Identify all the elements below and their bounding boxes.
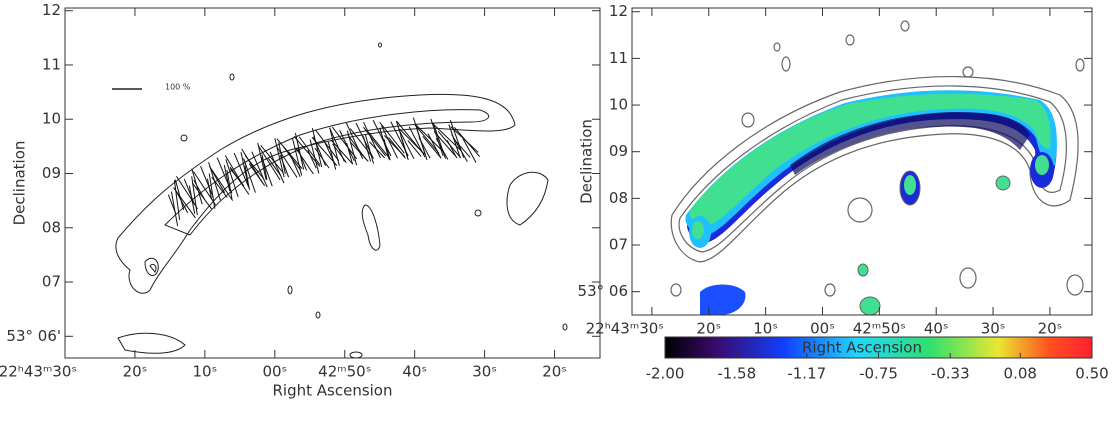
colorbar-tick-label: -1.58	[717, 365, 756, 383]
y-tick-label: 53° 06	[578, 282, 628, 300]
vector	[297, 148, 306, 171]
vector	[363, 127, 385, 156]
colorbar-tick-label: -2.00	[646, 365, 685, 383]
y-tick-label: 11	[42, 55, 61, 73]
y-axis-label: Declination	[11, 141, 29, 226]
colorbar-tick-label: -1.17	[787, 365, 826, 383]
colorbar-tick-label: -0.75	[859, 365, 898, 383]
y-tick-label: 12	[609, 2, 628, 20]
y-tick-label: 08	[609, 189, 628, 207]
y-tick-label: 09	[42, 164, 61, 182]
x-tick-label: 22ʰ43ᵐ30ˢ	[0, 363, 77, 381]
vector	[333, 144, 347, 163]
intensity-map	[671, 21, 1084, 315]
plot-frame	[65, 8, 600, 358]
y-tick-label: 10	[42, 110, 61, 128]
x-tick-label: 20ˢ	[542, 363, 567, 381]
x-axis-label: Right Ascension	[802, 339, 922, 357]
x-tick-label: 20ˢ	[123, 363, 148, 381]
y-tick-label: 53° 06'	[6, 327, 61, 345]
x-tick-label: 30ˢ	[472, 363, 497, 381]
y-tick-label: 07	[609, 236, 628, 254]
x-tick-label: 40ˢ	[924, 320, 949, 338]
y-tick-label: 12	[42, 1, 61, 19]
colorbar-tick-label: 0.50	[1075, 365, 1108, 383]
y-tick-label: 10	[609, 96, 628, 114]
x-tick-label: 20ˢ	[1038, 320, 1063, 338]
vector	[436, 138, 448, 159]
scale-label: 100 %	[165, 83, 191, 92]
y-tick-label: 07	[42, 273, 61, 291]
x-tick-label: 00ˢ	[810, 320, 835, 338]
y-tick-label: 11	[609, 49, 628, 67]
colorbar-tick-label: 0.08	[1004, 365, 1037, 383]
colorbar-tick-label: -0.33	[931, 365, 970, 383]
x-tick-label: 40ˢ	[402, 363, 427, 381]
x-tick-label: 20ˢ	[696, 320, 721, 338]
vector	[364, 122, 381, 158]
figure: 100 % 22ʰ43ᵐ30ˢ 20ˢ 10ˢ 00ˢ 42ᵐ50ˢ 40ˢ 30ˢ 20ˢ 1…	[0, 0, 1120, 417]
y-axis-label: Declination	[578, 119, 596, 204]
x-tick-label: 30ˢ	[981, 320, 1006, 338]
x-axis-label: Right Ascension	[273, 382, 393, 400]
x-tick-label: 10ˢ	[753, 320, 778, 338]
x-tick-label: 42ᵐ50ˢ	[853, 320, 906, 338]
x-tick-label: 42ᵐ50ˢ	[318, 363, 371, 381]
x-tick-label: 10ˢ	[193, 363, 218, 381]
vector	[452, 134, 468, 161]
y-tick-label: 08	[42, 218, 61, 236]
polarization-vectors	[168, 118, 479, 226]
y-tick-label: 09	[609, 142, 628, 160]
vector	[244, 158, 256, 192]
x-tick-label: 00ˢ	[262, 363, 287, 381]
x-tick-label: 22ʰ43ᵐ30ˢ	[586, 320, 664, 338]
